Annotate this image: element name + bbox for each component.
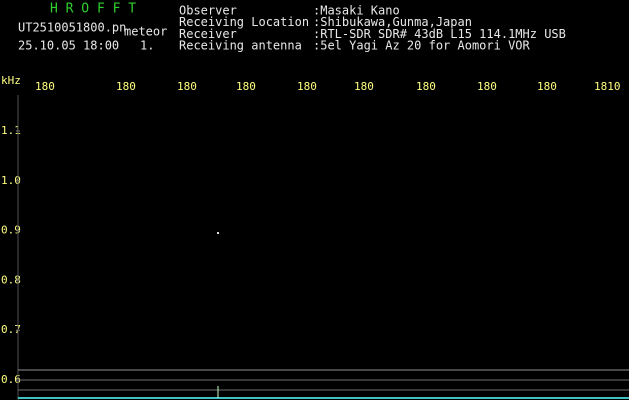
frequency-label: 180 [116, 80, 136, 93]
file-name: UT2510051800.pn [18, 21, 126, 35]
info-value: :5el Yagi Az 20 for Aomori VOR [313, 39, 531, 53]
frequency-label: 180 [537, 80, 557, 93]
scale-label: 0.8 [1, 273, 21, 286]
scale-label: 0.6 [1, 373, 21, 386]
count: 1. [140, 39, 154, 53]
info-label: Observer [179, 4, 237, 18]
scale-label: 0.9 [1, 224, 21, 237]
frequency-label: 180 [177, 80, 197, 93]
scale-label: 1.1 [1, 124, 21, 137]
info-label: Receiving Location [179, 15, 309, 29]
frequency-label: 180 [236, 80, 256, 93]
frequency-label: 180 [35, 80, 55, 93]
frequency-label: 180 [354, 80, 374, 93]
unit: kHz [1, 74, 21, 87]
frequency-label: 180 [297, 80, 317, 93]
frequency-label: 180 [477, 80, 497, 93]
info-value: :Shibukawa,Gunma,Japan [313, 15, 472, 29]
info-value: :RTL-SDR SDR# 43dB L15 114.1MHz USB [313, 27, 566, 41]
app-name: H R O F F T [50, 2, 136, 17]
frequency-label: 180 [416, 80, 436, 93]
info-value: :Masaki Kano [313, 4, 400, 18]
datetime: 25.10.05 18:00 [18, 39, 119, 53]
mode: meteor [124, 25, 167, 39]
info-label: Receiver [179, 27, 237, 41]
scale-label: 0.7 [1, 323, 21, 336]
frequency-label: 1810 [594, 80, 621, 93]
info-label: Receiving antenna [179, 39, 302, 53]
scale-label: 1.0 [1, 174, 21, 187]
meteor-echo [217, 232, 219, 234]
